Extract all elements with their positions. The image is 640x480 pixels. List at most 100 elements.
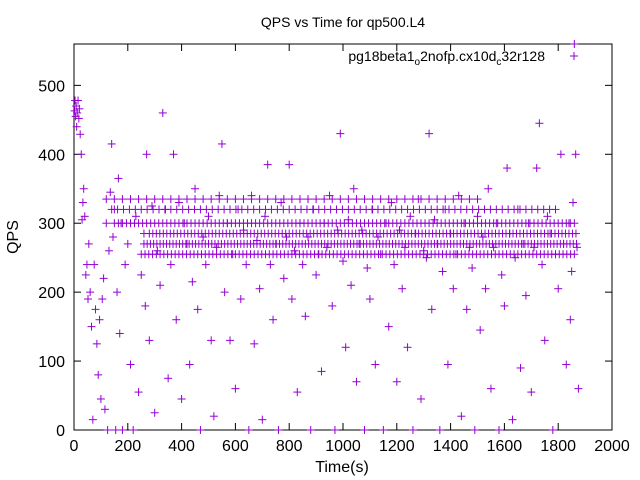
- data-point: [357, 226, 366, 235]
- data-point: [295, 195, 304, 204]
- data-point: [177, 394, 186, 403]
- data-point: [109, 233, 118, 241]
- data-point: [102, 219, 111, 228]
- data-point: [486, 384, 495, 393]
- data-point: [185, 360, 194, 369]
- data-point: [414, 195, 423, 204]
- data-point: [145, 336, 154, 345]
- data-point: [304, 233, 313, 241]
- data-point: [371, 360, 380, 369]
- data-point: [269, 315, 278, 324]
- data-point: [422, 253, 431, 262]
- data-point: [425, 129, 434, 138]
- data-point: [527, 388, 536, 397]
- data-point: [570, 250, 579, 259]
- data-point: [519, 239, 528, 248]
- data-point: [83, 295, 92, 304]
- data-point: [92, 339, 101, 348]
- data-point: [180, 219, 189, 228]
- data-point: [304, 195, 313, 204]
- data-point: [572, 239, 581, 248]
- data-point: [90, 260, 99, 269]
- data-point: [451, 250, 460, 259]
- data-point: [172, 315, 181, 324]
- data-point: [443, 360, 452, 369]
- data-point: [293, 388, 302, 397]
- data-point: [384, 322, 393, 331]
- data-point: [102, 195, 111, 204]
- data-point: [282, 233, 291, 241]
- data-point: [118, 426, 127, 434]
- x-tick-label: 1200: [379, 438, 415, 455]
- data-point: [336, 195, 345, 204]
- x-tick-label: 1600: [487, 438, 523, 455]
- data-point: [274, 426, 283, 434]
- data-point: [352, 377, 361, 386]
- data-point: [339, 257, 347, 266]
- data-point: [408, 426, 417, 434]
- data-point: [406, 212, 415, 221]
- data-point: [529, 243, 538, 252]
- data-point: [446, 229, 455, 238]
- data-point: [355, 239, 364, 248]
- data-point: [131, 212, 140, 221]
- data-point: [91, 305, 100, 314]
- data-point: [495, 426, 504, 434]
- data-point: [417, 394, 426, 403]
- data-point: [158, 108, 167, 117]
- y-axis-title: QPS: [5, 220, 22, 254]
- data-point: [287, 195, 296, 204]
- data-point: [126, 360, 135, 369]
- data-point: [438, 267, 447, 276]
- data-point: [511, 253, 520, 262]
- data-point: [110, 205, 119, 214]
- x-tick-label: 1000: [325, 438, 361, 455]
- data-point: [309, 205, 318, 214]
- data-point: [86, 288, 95, 297]
- data-point: [312, 270, 321, 279]
- data-point: [352, 195, 361, 204]
- data-point: [290, 246, 299, 255]
- data-point: [271, 195, 280, 204]
- data-point: [503, 164, 512, 173]
- data-point: [341, 343, 350, 352]
- data-point: [500, 301, 509, 310]
- data-point: [344, 195, 353, 204]
- data-point: [115, 329, 124, 338]
- data-point: [129, 426, 138, 434]
- data-point: [74, 114, 83, 123]
- data-point: [103, 426, 112, 434]
- data-point: [481, 284, 490, 293]
- data-point: [387, 198, 396, 207]
- data-point: [188, 277, 197, 286]
- data-point: [239, 226, 248, 235]
- data-point: [166, 260, 175, 269]
- data-point: [220, 288, 229, 297]
- data-point: [433, 195, 442, 204]
- data-point: [363, 264, 372, 273]
- data-point: [513, 205, 522, 214]
- data-point: [392, 195, 401, 204]
- data-point: [244, 426, 253, 434]
- data-point: [169, 150, 178, 159]
- data-point: [110, 195, 119, 204]
- y-tick-label: 500: [38, 78, 65, 95]
- data-point: [234, 205, 243, 214]
- data-point: [139, 229, 148, 238]
- data-point: [465, 195, 474, 204]
- data-point: [457, 412, 466, 421]
- data-point: [571, 150, 580, 159]
- data-point: [84, 239, 93, 248]
- chart-title: QPS vs Time for qp500.L4: [261, 14, 425, 30]
- data-point: [71, 112, 80, 121]
- data-point: [158, 195, 167, 204]
- data-point: [336, 129, 345, 138]
- data-point: [317, 367, 326, 376]
- data-point: [454, 191, 463, 200]
- data-point: [330, 426, 339, 434]
- data-point: [100, 405, 109, 414]
- data-point: [538, 260, 547, 269]
- data-point: [349, 184, 358, 193]
- data-point: [88, 415, 97, 424]
